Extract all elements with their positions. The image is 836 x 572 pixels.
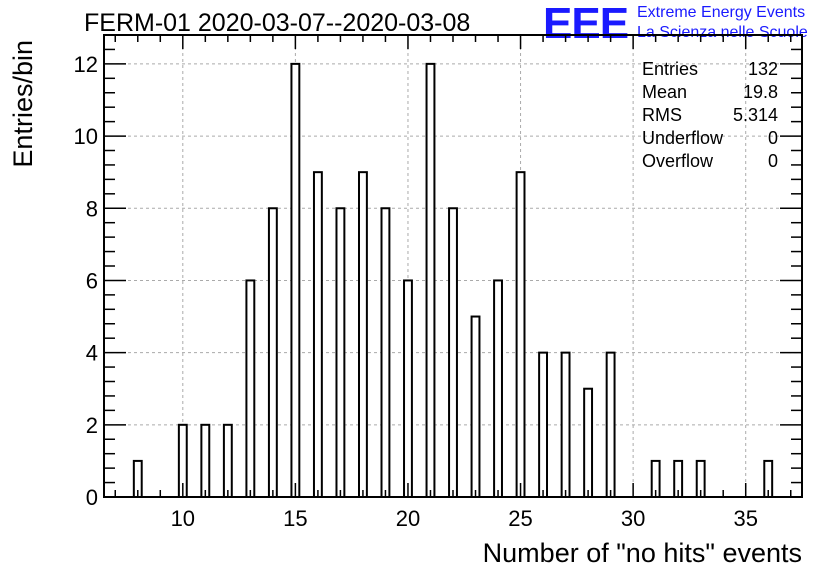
histogram-bar — [403, 279, 413, 498]
stats-value: 19.8 — [742, 82, 778, 102]
stats-label: Overflow — [642, 151, 714, 171]
stats-label: RMS — [642, 105, 682, 125]
x-tick-label: 15 — [283, 506, 307, 531]
histogram-bar — [312, 171, 323, 498]
histogram-bar — [200, 423, 211, 498]
stats-row-overflow: Overflow 0 — [642, 150, 778, 173]
histogram-bar — [380, 207, 391, 498]
axes — [103, 34, 803, 498]
stats-row-rms: RMS 5.314 — [642, 104, 778, 127]
x-tick-label: 20 — [396, 506, 420, 531]
y-tick-label: 0 — [86, 485, 98, 510]
stats-value: 5.314 — [732, 105, 778, 125]
x-tick-label: 10 — [171, 506, 195, 531]
stats-row-underflow: Underflow 0 — [642, 127, 778, 150]
histogram-bar — [357, 171, 368, 498]
histogram-bar — [448, 207, 458, 498]
histogram-bar — [470, 315, 481, 498]
logo-line-2: La Scienza nelle Scuole — [637, 24, 808, 41]
y-axis-label: Entries/bin — [8, 40, 38, 168]
x-tick-label: 25 — [508, 506, 532, 531]
stats-value: 0 — [767, 151, 778, 171]
histogram-bar — [493, 279, 503, 498]
stats-value: 0 — [767, 128, 778, 148]
x-tick-label: 30 — [621, 506, 645, 531]
stats-label: Underflow — [642, 128, 724, 148]
histogram-bar — [538, 351, 549, 498]
histogram-bar — [222, 423, 233, 498]
y-tick-label: 12 — [74, 52, 98, 77]
y-tick-label: 4 — [86, 341, 98, 366]
stats-label: Mean — [642, 82, 688, 102]
y-tick-label: 8 — [86, 196, 98, 221]
histogram-bar — [515, 171, 526, 498]
eee-logo: EEE — [543, 0, 629, 48]
y-tick-label: 10 — [74, 124, 98, 149]
stats-row-entries: Entries 132 — [642, 58, 778, 81]
eee-logo-text: Extreme Energy Events La Scienza nelle S… — [637, 3, 808, 43]
histogram-bar — [290, 62, 301, 498]
stats-box: Entries 132 Mean 19.8 RMS 5.314 Underflow 0 Over… — [642, 58, 778, 173]
histogram-bar — [335, 207, 346, 498]
stats-row-mean: Mean 19.8 — [642, 81, 778, 104]
histogram-bar — [560, 351, 571, 498]
x-tick-label: 35 — [733, 506, 757, 531]
histogram-bar — [425, 62, 436, 498]
histogram-bar — [267, 207, 278, 498]
histogram-bar — [605, 351, 616, 498]
histogram-bar — [583, 387, 594, 498]
chart-title: FERM-01 2020-03-07--2020-03-08 — [84, 9, 471, 37]
y-tick-label: 2 — [86, 413, 98, 438]
logo-line-1: Extreme Energy Events — [637, 4, 806, 21]
y-tick-label: 6 — [86, 268, 98, 293]
histogram-bar — [245, 279, 256, 498]
stats-label: Entries — [642, 59, 699, 79]
stats-value: 132 — [747, 59, 778, 79]
x-axis-label: Number of "no hits" events — [483, 538, 802, 568]
tick-labels: 10 15 20 25 30 35 0 2 4 6 8 10 12 — [74, 52, 758, 531]
